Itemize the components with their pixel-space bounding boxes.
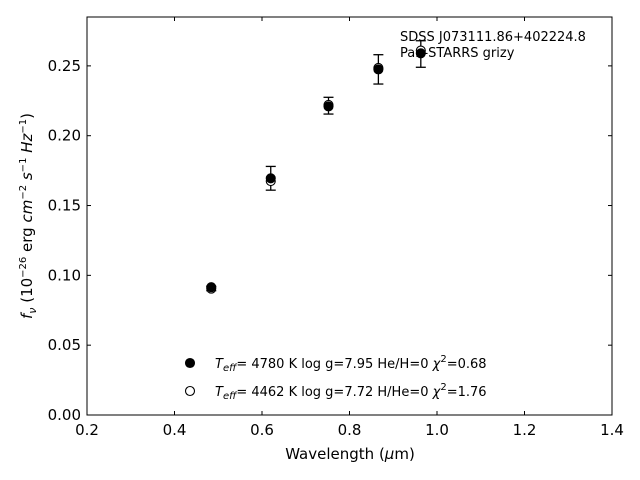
- x-tick-label: 1.2: [513, 421, 537, 439]
- y-tick-label: 0.20: [48, 127, 81, 145]
- observed-errorbars: [206, 40, 426, 292]
- x-tick-label: 1.0: [425, 421, 449, 439]
- y-tick-label: 0.10: [48, 266, 81, 284]
- x-tick-label: 0.2: [75, 421, 99, 439]
- plot-frame: [86, 16, 613, 416]
- legend-marker-open: [184, 385, 196, 397]
- model-point-filled: [323, 101, 334, 112]
- y-tick-label: 0.15: [48, 197, 81, 215]
- x-tick-label: 0.8: [338, 421, 362, 439]
- model-point-filled: [373, 64, 384, 75]
- y-tick-label: 0.25: [48, 57, 81, 75]
- annotation-target: SDSS J073111.86+402224.8: [400, 30, 586, 45]
- x-tick-label: 0.4: [163, 421, 187, 439]
- y-axis-ticks: 0.00 0.05 0.10 0.15 0.20 0.25: [48, 57, 612, 424]
- x-tick-label: 0.6: [250, 421, 274, 439]
- model-point-filled: [265, 173, 276, 184]
- svg-text:fν (10−26 erg cm−2 s−1 Hz−1): fν (10−26 erg cm−2 s−1 Hz−1): [18, 113, 39, 319]
- legend-marker-filled: [184, 357, 196, 369]
- annotation-survey: Pan-STARRS grizy: [400, 46, 515, 61]
- legend-entry: Teff= 4462 K log g=7.72 H/He=0 χ2=1.76: [215, 382, 487, 402]
- y-axis-label: fν (10−26 erg cm−2 s−1 Hz−1): [18, 113, 39, 319]
- y-tick-label: 0.05: [48, 336, 81, 354]
- model-point-filled: [206, 282, 217, 293]
- x-axis-label: Wavelength (μm): [285, 445, 415, 463]
- model-point-filled: [415, 48, 426, 59]
- x-tick-label: 1.4: [600, 421, 624, 439]
- x-axis-ticks: 0.2 0.4 0.6 0.8 1.0 1.2 1.4: [75, 17, 624, 439]
- y-tick-label: 0.00: [48, 406, 81, 424]
- model-points: [206, 45, 426, 294]
- legend-entry: Teff= 4780 K log g=7.95 He/H=0 χ2=0.68: [215, 354, 487, 374]
- legend: Teff= 4780 K log g=7.95 He/H=0 χ2=0.68 Te…: [184, 354, 487, 402]
